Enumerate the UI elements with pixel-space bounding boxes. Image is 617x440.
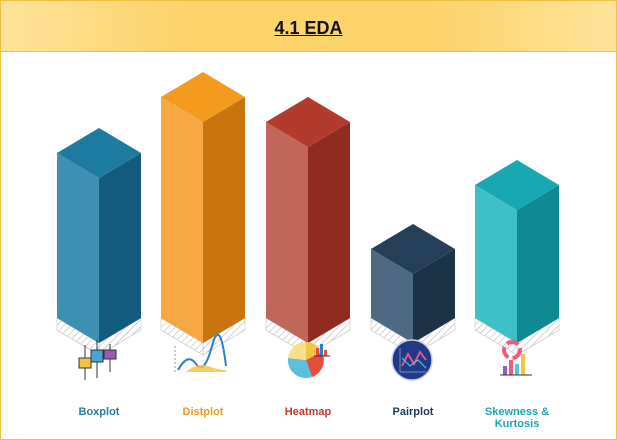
bar-heatmap [265,97,351,356]
bar-distplot [160,72,246,356]
bar-skewness-kurtosis [474,160,560,356]
skewness-kurtosis-icon [500,340,532,376]
label-boxplot: Boxplot [78,406,120,418]
header-banner: 4.1 EDA [1,1,616,52]
bar-pairplot [370,224,456,356]
label-distplot: Distplot [182,406,224,418]
distplot-icon [174,333,227,372]
page-title: 4.1 EDA [274,18,343,38]
label-heatmap: Heatmap [284,406,332,418]
boxplot-icon [78,340,117,380]
heatmap-icon [287,341,330,379]
label-pairplot: Pairplot [392,406,434,418]
pairplot-icon [391,339,433,381]
bar-boxplot [56,128,142,356]
label-skewness-kurtosis: Skewness & Kurtosis [484,406,550,430]
